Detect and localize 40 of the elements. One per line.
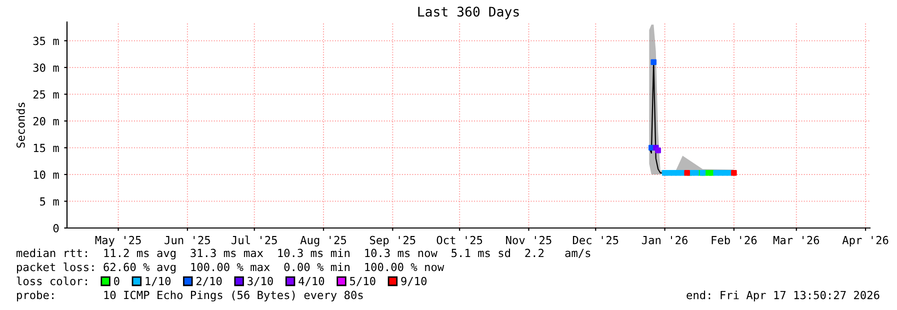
point — [650, 59, 657, 66]
legend-label: 1/10 — [146, 276, 171, 286]
legend-label: 3/10 — [248, 276, 273, 286]
legend-label: 5/10 — [350, 276, 376, 286]
y-tick-label: 5 m — [40, 197, 59, 206]
x-tick-label: Nov '25 — [506, 236, 552, 244]
y-tick-label: 20 m — [33, 116, 59, 126]
y-tick-label: 0 — [53, 224, 59, 232]
text: probe: 10 ICMP Echo Pings (56 Bytes) every 80s — [17, 290, 363, 302]
x-tick-label: Jun '25 — [164, 236, 210, 244]
point — [700, 170, 706, 176]
point — [684, 170, 690, 176]
legend-label: 0 — [114, 276, 120, 286]
point — [693, 170, 699, 176]
y-tick-label: 25 m — [33, 90, 59, 99]
text: median rtt: 11.2 ms avg 31.3 ms max 10.3 ms min 10.3 ms now 5.1 ms sd 2.2 am/s — [16, 248, 590, 260]
x-tick-label: Dec '25 — [572, 236, 618, 244]
text: end: Fri Apr 17 13:50:27 2026 — [686, 290, 880, 302]
x-tick-label: Apr '26 — [842, 236, 888, 246]
text: packet loss: 62.60 % avg 100.00 % max 0.00 % min 100.00 % now — [17, 262, 444, 274]
point — [731, 170, 737, 176]
legend-title: loss color: — [16, 276, 87, 286]
y-axis-title: Seconds — [16, 102, 25, 148]
legend-label: 2/10 — [196, 276, 222, 286]
x-tick-label: Jan '26 — [642, 236, 688, 244]
point — [655, 148, 661, 154]
chart-title: Last 360 Days — [418, 6, 519, 20]
legend-label: 9/10 — [401, 276, 427, 286]
legend-label: 4/10 — [298, 276, 324, 286]
x-tick-label: Jul '25 — [232, 236, 277, 244]
x-tick-label: Feb '26 — [712, 236, 757, 244]
y-tick-label: 35 m — [33, 36, 59, 46]
x-tick-label: Mar '26 — [773, 236, 820, 244]
y-tick-label: 10 m — [34, 170, 59, 179]
y-tick-label: 30 m — [33, 63, 59, 72]
x-tick-label: Oct '25 — [436, 236, 482, 244]
x-tick-label: Aug '25 — [300, 236, 346, 246]
x-tick-label: Sep '25 — [370, 236, 416, 246]
y-tick-label: 15 m — [34, 144, 59, 152]
x-tick-label: May '25 — [95, 236, 141, 246]
